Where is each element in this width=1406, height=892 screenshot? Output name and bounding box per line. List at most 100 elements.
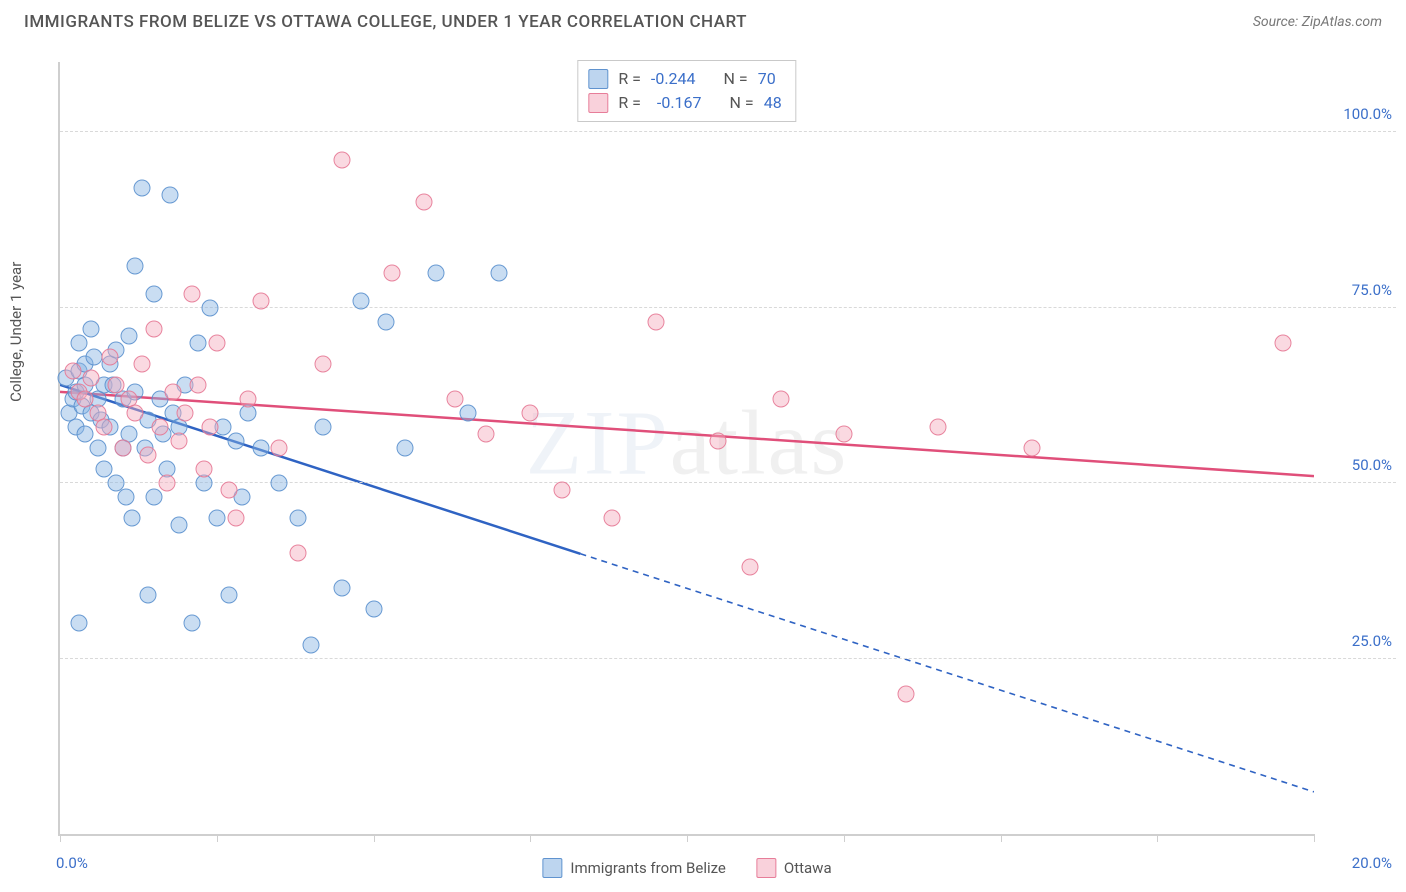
scatter-point [741,559,758,576]
scatter-point [86,348,103,365]
scatter-point [522,404,539,421]
scatter-point [271,475,288,492]
scatter-point [315,418,332,435]
scatter-point [271,440,288,457]
scatter-point [102,348,119,365]
n-value-pink: 48 [764,91,782,115]
scatter-point [898,685,915,702]
gridline-h [60,482,1396,483]
scatter-point [447,390,464,407]
y-tick-label: 100.0% [1343,105,1392,123]
scatter-point [252,440,269,457]
scatter-point [202,299,219,316]
scatter-point [117,489,134,506]
correlation-legend: R = -0.244 N = 70 R = -0.167 N = 48 [577,60,796,122]
scatter-point [1023,440,1040,457]
scatter-point [365,601,382,618]
n-label: N = [724,67,748,91]
scatter-point [152,418,169,435]
scatter-point [133,180,150,197]
y-tick-label: 25.0% [1352,632,1392,650]
source-link[interactable]: ZipAtlas.com [1302,14,1382,30]
scatter-point [183,615,200,632]
swatch-blue-icon [542,858,562,878]
x-tick [374,834,375,842]
correlation-row-pink: R = -0.167 N = 48 [588,91,781,115]
scatter-point [396,440,413,457]
scatter-point [428,264,445,281]
legend-label-pink: Ottawa [784,859,832,877]
scatter-point [208,510,225,527]
scatter-point [189,334,206,351]
series-legend: Immigrants from Belize Ottawa [542,858,831,878]
scatter-point [124,510,141,527]
x-tick-label-first: 0.0% [56,854,88,872]
scatter-point [70,615,87,632]
x-tick [217,834,218,842]
swatch-pink-icon [756,858,776,878]
scatter-point [459,404,476,421]
scatter-point [290,545,307,562]
scatter-point [227,510,244,527]
legend-label-blue: Immigrants from Belize [570,859,726,877]
scatter-point [603,510,620,527]
scatter-point [95,418,112,435]
scatter-point [221,587,238,604]
swatch-blue-icon [588,69,608,89]
r-value-blue: -0.244 [651,67,696,91]
scatter-point [378,313,395,330]
x-tick [1314,834,1315,842]
x-tick [530,834,531,842]
scatter-point [120,327,137,344]
scatter-point [647,313,664,330]
plot-area: ZIPatlas R = -0.244 N = 70 R = -0.167 N … [58,62,1314,836]
scatter-point [553,482,570,499]
scatter-point [183,285,200,302]
scatter-point [1274,334,1291,351]
r-label: R = [618,67,641,91]
scatter-point [158,475,175,492]
scatter-point [189,376,206,393]
r-value-pink: -0.167 [657,91,702,115]
scatter-point [139,587,156,604]
scatter-point [290,510,307,527]
scatter-point [252,292,269,309]
gridline-h [60,658,1396,659]
scatter-point [161,187,178,204]
scatter-point [114,440,131,457]
scatter-point [77,425,94,442]
scatter-point [415,194,432,211]
scatter-point [146,285,163,302]
scatter-point [490,264,507,281]
scatter-point [133,355,150,372]
n-label: N = [730,91,754,115]
y-axis-label: College, Under 1 year [7,262,25,402]
scatter-point [70,334,87,351]
y-tick-label: 50.0% [1352,456,1392,474]
x-tick-label-last: 20.0% [1352,854,1392,872]
scatter-point [83,320,100,337]
gridline-h [60,131,1396,132]
regression-lines [60,62,1314,834]
scatter-point [177,404,194,421]
scatter-point [171,432,188,449]
scatter-point [384,264,401,281]
scatter-point [146,320,163,337]
scatter-point [83,369,100,386]
swatch-pink-icon [588,93,608,113]
watermark: ZIPatlas [526,390,849,496]
watermark-part2: atlas [670,392,849,494]
scatter-point [127,404,144,421]
scatter-point [929,418,946,435]
scatter-point [164,383,181,400]
legend-item-blue: Immigrants from Belize [542,858,726,878]
scatter-point [352,292,369,309]
scatter-point [240,390,257,407]
x-tick [844,834,845,842]
scatter-point [77,390,94,407]
scatter-point [139,447,156,464]
scatter-point [202,418,219,435]
scatter-point [127,257,144,274]
watermark-part1: ZIP [526,392,670,494]
source-attribution: Source: ZipAtlas.com [1253,14,1382,30]
